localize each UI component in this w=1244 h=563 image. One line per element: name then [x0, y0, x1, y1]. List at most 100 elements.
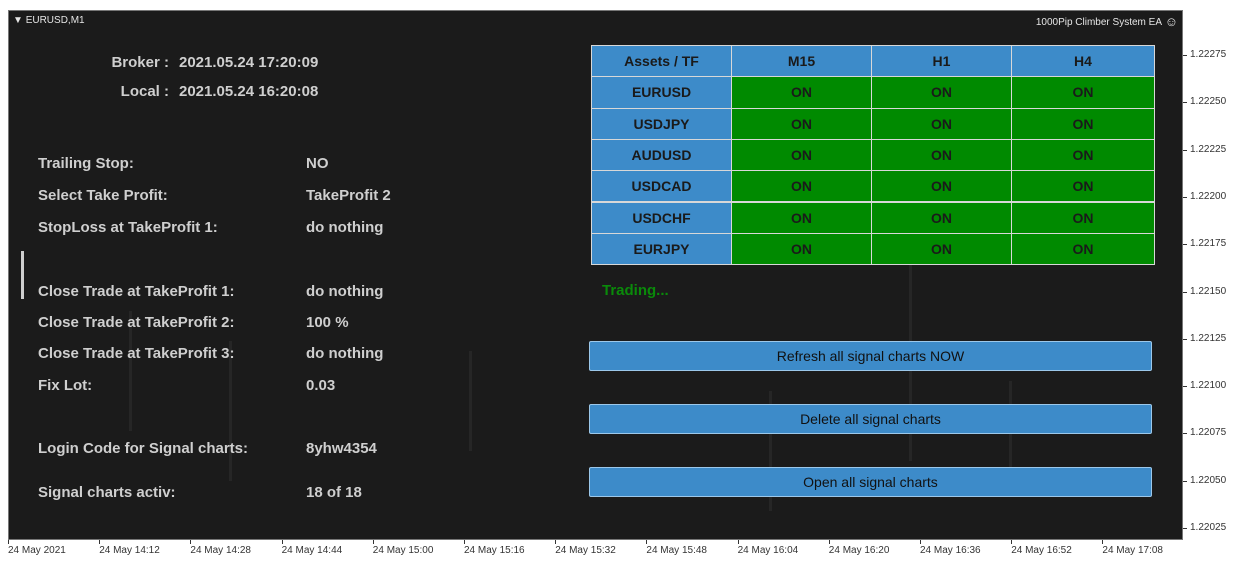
price-label: 1.22125	[1190, 332, 1227, 344]
table-header-cell: H1	[871, 45, 1012, 78]
price-tick	[1183, 386, 1187, 388]
time-label: 24 May 2021	[8, 545, 66, 556]
price-label: 1.22050	[1190, 474, 1227, 486]
price-label: 1.22200	[1190, 190, 1227, 202]
status-cell: ON	[731, 201, 872, 234]
status-cell: ON	[871, 76, 1012, 109]
time-tick	[555, 540, 557, 544]
chart-window: ▼ EURUSD,M1 1000Pip Climber System EA ☺ …	[8, 10, 1183, 540]
time-tick	[737, 540, 739, 544]
setting-value: 8yhw4354	[306, 440, 377, 457]
time-label: 24 May 15:48	[646, 545, 707, 556]
candle	[229, 341, 232, 481]
price-label: 1.22175	[1190, 238, 1227, 250]
asset-cell: AUDUSD	[591, 138, 732, 172]
status-cell: ON	[1011, 170, 1155, 203]
time-tick	[190, 540, 192, 544]
action-button[interactable]: Refresh all signal charts NOW	[589, 341, 1152, 371]
setting-value: 0.03	[306, 377, 336, 394]
time-label: 24 May 14:12	[99, 545, 160, 556]
time-tick	[8, 540, 9, 544]
status-cell: ON	[871, 107, 1012, 140]
table-header-cell: H4	[1011, 45, 1155, 78]
asset-cell: EURJPY	[591, 232, 732, 266]
table-header-cell: M15	[731, 45, 872, 78]
setting-label: Close Trade at TakeProfit 2:	[38, 314, 235, 331]
setting-label: Close Trade at TakeProfit 3:	[38, 345, 235, 362]
table-header-cell: Assets / TF	[591, 45, 732, 78]
setting-label: Login Code for Signal charts:	[38, 440, 249, 457]
asset-cell: EURUSD	[591, 76, 732, 109]
clock-value: 2021.05.24 16:20:08	[179, 83, 319, 100]
price-tick	[1183, 149, 1187, 151]
time-label: 24 May 15:32	[555, 545, 616, 556]
price-label: 1.22100	[1190, 380, 1227, 392]
time-label: 24 May 15:16	[464, 545, 525, 556]
time-tick	[281, 540, 283, 544]
candle	[469, 351, 472, 451]
price-tick	[1183, 244, 1187, 246]
time-label: 24 May 15:00	[372, 545, 434, 556]
action-button[interactable]: Open all signal charts	[589, 467, 1152, 497]
price-tick	[1183, 291, 1187, 293]
price-label: 1.22225	[1190, 143, 1227, 155]
time-label: 24 May 16:52	[1011, 545, 1072, 556]
price-label: 1.22025	[1190, 522, 1227, 533]
candle	[21, 251, 24, 299]
clock-value: 2021.05.24 17:20:09	[179, 54, 319, 71]
status-cell: ON	[731, 138, 872, 172]
price-tick	[1183, 338, 1187, 340]
time-label: 24 May 17:08	[1102, 545, 1163, 556]
status-cell: ON	[731, 76, 872, 109]
clock-label: Broker :	[111, 54, 169, 71]
price-label: 1.22275	[1190, 49, 1227, 60]
asset-cell: USDCHF	[591, 201, 732, 234]
setting-value: do nothing	[306, 283, 384, 300]
status-cell: ON	[1011, 201, 1155, 234]
time-tick	[372, 540, 374, 544]
time-tick	[828, 540, 830, 544]
symbol-header: ▼ EURUSD,M1	[13, 15, 85, 26]
status-cell: ON	[1011, 138, 1155, 172]
status-cell: ON	[1011, 76, 1155, 109]
time-label: 24 May 14:44	[281, 545, 343, 556]
candle	[769, 391, 772, 511]
setting-label: Close Trade at TakeProfit 1:	[38, 283, 235, 300]
time-label: 24 May 16:04	[737, 545, 799, 556]
setting-value: 18 of 18	[306, 484, 362, 501]
symbol: EURUSD,M1	[25, 15, 85, 26]
price-tick	[1183, 528, 1187, 529]
candle	[129, 311, 132, 431]
setting-label: Signal charts activ:	[38, 484, 176, 501]
setting-label: StopLoss at TakeProfit 1:	[38, 219, 218, 236]
setting-value: NO	[306, 155, 329, 172]
setting-label: Fix Lot:	[38, 377, 93, 394]
price-label: 1.22150	[1190, 285, 1227, 297]
price-label: 1.22075	[1190, 427, 1227, 439]
time-tick	[646, 540, 648, 544]
status-cell: ON	[871, 201, 1012, 234]
price-tick	[1183, 480, 1187, 482]
price-tick	[1183, 55, 1187, 56]
setting-value: do nothing	[306, 219, 384, 236]
time-label: 24 May 14:28	[190, 545, 251, 556]
status-cell: ON	[731, 170, 872, 203]
setting-label: Select Take Profit:	[38, 187, 168, 204]
status-cell: ON	[871, 232, 1012, 266]
time-tick	[920, 540, 921, 544]
time-label: 24 May 16:36	[920, 545, 981, 556]
action-button[interactable]: Delete all signal charts	[589, 404, 1152, 434]
time-tick	[99, 540, 101, 544]
status-cell: ON	[731, 232, 872, 266]
status: Trading...	[602, 282, 669, 299]
time-tick	[464, 540, 465, 544]
status-cell: ON	[1011, 232, 1155, 266]
setting-value: 100 %	[306, 314, 349, 331]
setting-value: TakeProfit 2	[306, 187, 391, 204]
status-cell: ON	[731, 107, 872, 140]
time-tick	[1011, 540, 1013, 544]
status-cell: ON	[1011, 107, 1155, 140]
setting-label: Trailing Stop:	[38, 155, 134, 172]
price-label: 1.22250	[1190, 96, 1227, 108]
